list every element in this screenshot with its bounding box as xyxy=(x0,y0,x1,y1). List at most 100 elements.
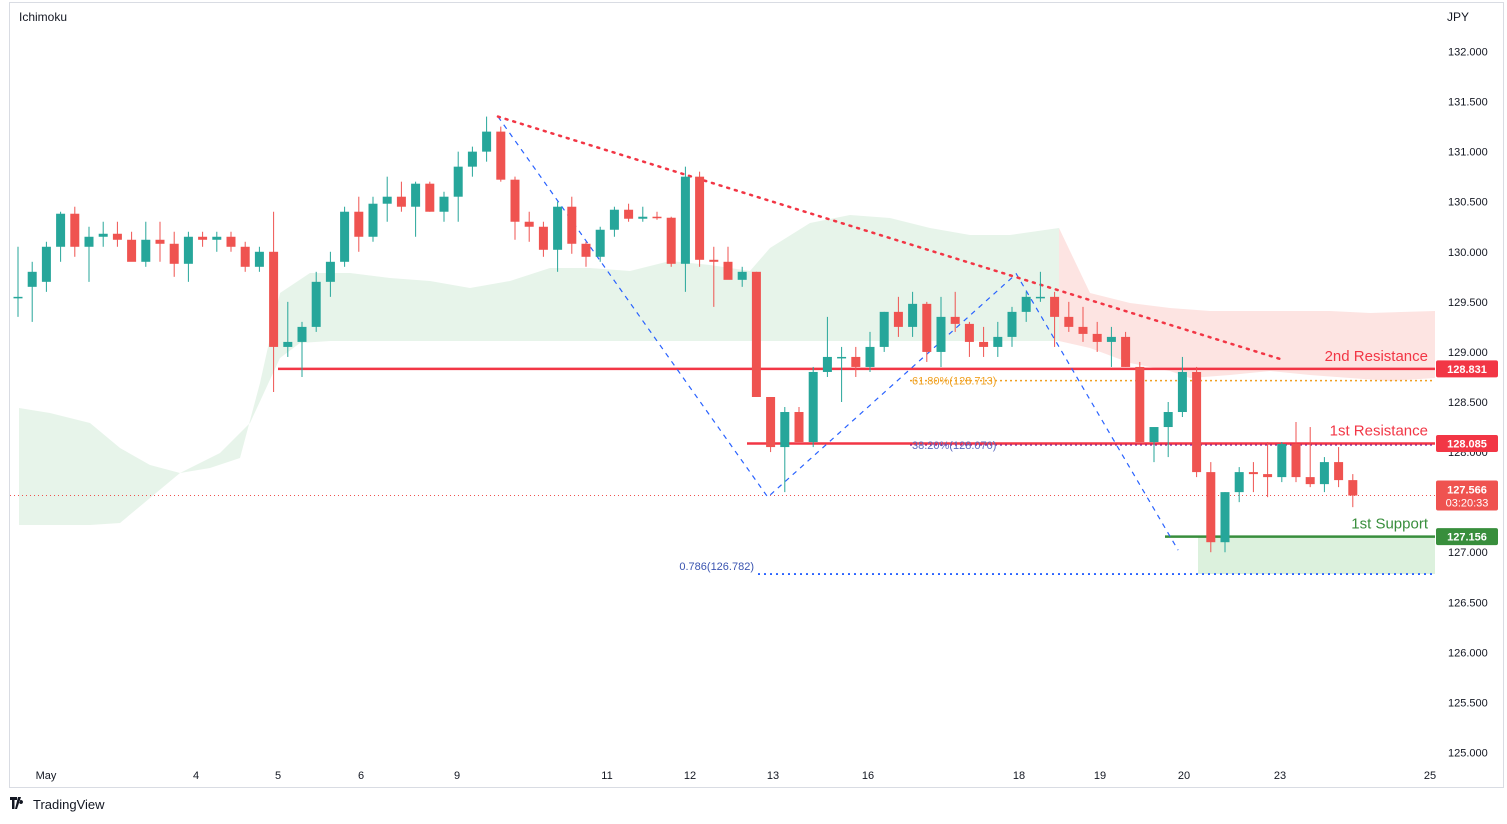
candle-body xyxy=(1305,477,1315,485)
candle-body xyxy=(794,412,804,443)
time-tick-label: 5 xyxy=(275,770,281,782)
candle-body xyxy=(524,221,534,227)
candle-body xyxy=(1078,326,1088,334)
resistance-2-tag xyxy=(1436,360,1498,378)
candle-body xyxy=(652,216,662,219)
support-1-label: 1st Support xyxy=(1351,516,1429,533)
candle-body xyxy=(822,356,832,372)
candle-body xyxy=(368,203,378,237)
time-axis[interactable]: May 4 5 6 9 11 12 13 16 18 19 20 23 25 xyxy=(36,770,1437,782)
candle-body xyxy=(1291,444,1301,478)
candle-body xyxy=(1135,366,1145,443)
time-tick-label: 18 xyxy=(1013,770,1025,782)
candle-body xyxy=(908,303,918,327)
price-tick-label: 126.000 xyxy=(1448,647,1488,659)
annotation-lines xyxy=(10,115,1435,575)
candle-body xyxy=(567,206,577,244)
price-tick-label: 126.500 xyxy=(1448,597,1488,609)
current-price-tag xyxy=(1436,480,1498,511)
candle-body xyxy=(1277,444,1287,478)
candle-body xyxy=(751,271,761,397)
candle-body xyxy=(695,176,705,260)
resistance-2-tag-price: 128.831 xyxy=(1447,364,1487,376)
candle-body xyxy=(1092,333,1102,342)
price-tick-label: 130.000 xyxy=(1448,247,1488,259)
candle-body xyxy=(581,243,591,257)
ichimoku-cloud xyxy=(19,215,1435,574)
price-tick-label: 129.000 xyxy=(1448,347,1488,359)
candle-body xyxy=(638,216,648,219)
time-tick-label: 11 xyxy=(601,770,612,782)
candle-body xyxy=(169,243,179,264)
candle-body xyxy=(240,246,250,267)
candle-body xyxy=(27,271,37,287)
resistance-2-label: 2nd Resistance xyxy=(1325,348,1428,365)
candle-body xyxy=(467,151,477,167)
candle-body xyxy=(311,281,321,327)
time-tick-label: 12 xyxy=(684,770,696,782)
candle-body xyxy=(354,211,364,237)
time-tick-label: 25 xyxy=(1424,770,1436,782)
candle-body xyxy=(13,296,23,299)
fib-618-label: 61.80%(128.713) xyxy=(912,376,996,388)
candle-body xyxy=(56,213,66,247)
candle-body xyxy=(851,356,861,367)
candle-body xyxy=(538,226,548,250)
candle-body xyxy=(70,213,80,247)
candle-body xyxy=(510,179,520,222)
candle-body xyxy=(595,229,605,257)
candle-body xyxy=(183,236,193,264)
candle-body xyxy=(609,209,619,230)
candle-body xyxy=(254,251,264,267)
candlestick-chart[interactable]: 2nd Resistance 1st Resistance 1st Support 6… xyxy=(10,3,1505,789)
resistance-1-label: 1st Resistance xyxy=(1330,423,1428,440)
candle-body xyxy=(879,311,889,347)
candle-body xyxy=(127,239,137,262)
candle-body xyxy=(1177,371,1187,413)
candle-body xyxy=(766,396,776,448)
candle-body xyxy=(411,183,421,207)
indicator-label: Ichimoku xyxy=(19,10,68,24)
candle-body xyxy=(780,412,790,448)
price-tick-label: 131.500 xyxy=(1448,97,1488,109)
candle-body xyxy=(1263,474,1273,478)
price-tick-label: 128.500 xyxy=(1448,397,1488,409)
price-tick-label: 130.500 xyxy=(1448,197,1488,209)
candle-body xyxy=(439,196,449,212)
price-tick-label: 131.000 xyxy=(1448,147,1488,159)
current-price-tag-price: 127.566 xyxy=(1447,485,1487,497)
candle-body xyxy=(41,246,51,282)
candle-body xyxy=(1163,412,1173,428)
chart-frame: 2nd Resistance 1st Resistance 1st Support 6… xyxy=(9,2,1504,788)
candle-body xyxy=(1121,336,1131,367)
candle-body xyxy=(482,131,492,152)
candle-body xyxy=(1035,296,1045,299)
price-tick-label: 125.500 xyxy=(1448,697,1488,709)
candle-body xyxy=(1248,472,1258,475)
candle-body xyxy=(84,236,94,247)
candle-body xyxy=(1334,462,1344,481)
current-price-tag-countdown: 03:20:33 xyxy=(1446,498,1489,510)
candle-series xyxy=(13,116,1358,553)
candle-body xyxy=(993,336,1003,347)
fib-786-label: 0.786(126.782) xyxy=(679,561,754,573)
candle-body xyxy=(382,196,392,204)
candle-body xyxy=(553,206,563,250)
candle-body xyxy=(1319,462,1329,485)
candle-body xyxy=(269,251,279,347)
support-1-tag-price: 127.156 xyxy=(1447,532,1487,544)
candle-body xyxy=(922,303,932,352)
candle-body xyxy=(837,356,847,359)
annotation-overlay: 2nd Resistance 1st Resistance 1st Support 6… xyxy=(679,348,1428,573)
candle-body xyxy=(98,233,108,237)
time-tick-label: May xyxy=(36,770,57,782)
candle-body xyxy=(1064,316,1074,327)
support-zone xyxy=(1198,537,1435,574)
time-tick-label: 20 xyxy=(1178,770,1190,782)
price-axis[interactable]: 132.000 131.500 131.000 130.500 130.000 129.5… xyxy=(1436,47,1498,760)
candle-body xyxy=(425,183,435,212)
footer-brand[interactable]: TradingView xyxy=(10,797,105,812)
candle-body xyxy=(709,259,719,262)
candle-body xyxy=(1234,472,1244,493)
candle-body xyxy=(893,311,903,327)
